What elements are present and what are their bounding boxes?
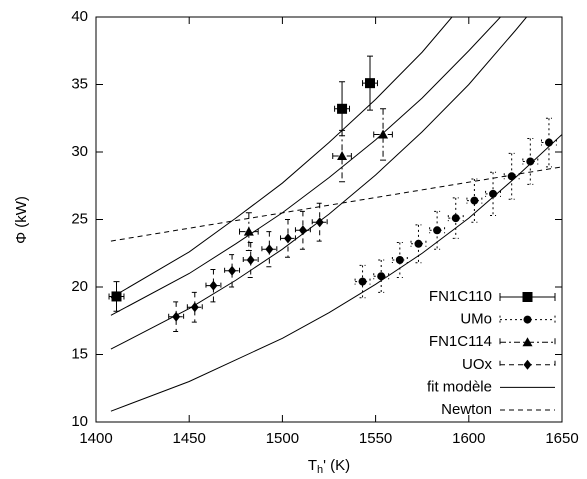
y-tick-label: 35 (71, 75, 88, 92)
plot-frame (95, 16, 563, 423)
y-error-bar (266, 231, 273, 268)
marker (111, 291, 122, 302)
x-error-bar (354, 278, 371, 285)
marker (209, 280, 218, 291)
marker (433, 226, 442, 235)
legend-line (499, 338, 556, 347)
marker (544, 138, 553, 147)
y-error-bar (247, 241, 254, 279)
x-label-sub: h (317, 464, 323, 476)
fit-curve (110, 134, 562, 412)
x-tick-label: 1450 (173, 430, 206, 447)
legend-label: UMo (460, 311, 492, 328)
legend-line (499, 315, 556, 324)
y-tick-label: 15 (71, 345, 88, 362)
x-tick-label: 1400 (79, 430, 112, 447)
x-error-bar (373, 273, 390, 280)
marker (337, 151, 348, 161)
x-tick-label: 1650 (545, 430, 578, 447)
y-error-bar (173, 301, 180, 333)
y-error-bar (527, 138, 534, 185)
legend-marker (523, 359, 532, 370)
y-tick-label: 10 (71, 413, 88, 430)
x-label-main: T (308, 457, 317, 474)
y-tick-label: 40 (71, 8, 88, 25)
legend-label: FN1C110 (429, 288, 492, 305)
y-error-bar (415, 224, 422, 264)
legend-label: UOx (462, 356, 493, 373)
y-error-bar (396, 241, 403, 279)
x-tick-label: 1550 (359, 430, 392, 447)
marker (337, 103, 348, 114)
marker (246, 255, 255, 265)
legend-marker (522, 337, 533, 347)
x-axis-label: Th' (K) (308, 457, 350, 476)
x-error-bar (261, 246, 278, 253)
legend-label: fit modèle (427, 378, 492, 395)
marker (190, 302, 199, 313)
fit-curve (110, 17, 453, 299)
y-error-bar (191, 291, 198, 323)
legend-marker (523, 315, 532, 324)
x-error-bar (447, 215, 464, 222)
marker (414, 239, 423, 248)
x-error-bar (224, 267, 241, 274)
y-error-bar (545, 117, 552, 168)
x-error-bar (410, 240, 427, 247)
y-error-bar (434, 210, 441, 250)
marker (283, 233, 292, 244)
x-error-bar (466, 197, 483, 204)
y-tick-label: 30 (71, 143, 88, 160)
x-tick-label: 1600 (452, 430, 485, 447)
y-axis-label: Φ (kW) (13, 196, 30, 244)
fit-curve (110, 17, 501, 316)
y-tick-label: 20 (71, 278, 88, 295)
marker (377, 272, 386, 281)
y-error-bar (229, 254, 236, 288)
marker (358, 277, 367, 286)
y-error-bar (508, 152, 515, 200)
x-label-rest: ' (K) (323, 457, 350, 474)
marker (265, 244, 274, 255)
marker (526, 157, 535, 166)
marker (228, 265, 237, 276)
marker (451, 214, 460, 223)
marker (470, 196, 479, 205)
legend-label: Newton (441, 401, 492, 418)
y-error-bar (380, 108, 387, 161)
x-error-bar (205, 282, 222, 289)
marker (378, 129, 389, 139)
legend-marker (522, 292, 533, 302)
marker (395, 256, 404, 264)
x-error-bar (522, 158, 539, 165)
marker (365, 78, 376, 89)
fit-curve (110, 17, 527, 350)
x-error-bar (429, 227, 446, 234)
x-error-bar (280, 235, 296, 242)
y-tick-label: 25 (71, 210, 88, 227)
x-error-bar (311, 219, 328, 226)
legend-label: FN1C114 (429, 333, 492, 350)
plot-area (108, 17, 562, 412)
x-error-bar (485, 190, 501, 197)
x-tick-label: 1500 (266, 430, 299, 447)
x-error-bar (391, 257, 408, 263)
y-error-bar (210, 268, 217, 303)
x-error-bar (540, 139, 557, 146)
fit-curve (110, 166, 562, 242)
x-error-bar (242, 257, 259, 263)
